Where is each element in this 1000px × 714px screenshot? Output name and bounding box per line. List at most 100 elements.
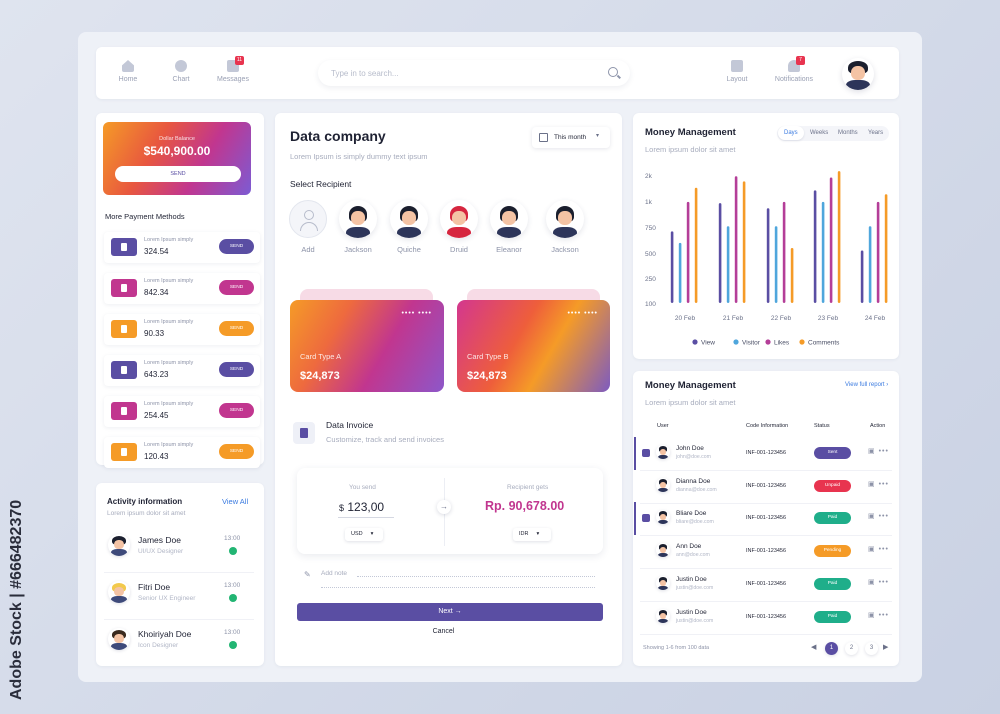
nav-messages[interactable]: 11 Messages	[217, 56, 249, 83]
recipient-option[interactable]: Quiche	[389, 200, 429, 254]
payment-send-button[interactable]: SEND	[219, 280, 254, 295]
page-button-2[interactable]: 2	[845, 642, 858, 655]
legend-item-view[interactable]: View	[692, 339, 715, 347]
print-icon[interactable]: ▣	[868, 579, 876, 586]
payment-amount: 120.43	[144, 452, 169, 461]
tab-days[interactable]: Days	[778, 126, 804, 140]
row-actions[interactable]: ▣ •••	[868, 480, 889, 488]
search-icon[interactable]	[608, 67, 618, 77]
you-send-currency-select[interactable]: USD ▾	[345, 528, 383, 541]
legend-item-visitor[interactable]: Visitor	[733, 339, 761, 347]
activity-view-all-link[interactable]: View All	[222, 497, 249, 506]
bar-comments-2[interactable]	[790, 247, 794, 303]
bar-comments-0[interactable]	[694, 187, 698, 303]
row-checkbox[interactable]	[642, 514, 650, 522]
table-row[interactable]: Justin Doe justin@doe.com INF-001-123456…	[634, 601, 898, 634]
bar-comments-3[interactable]	[837, 171, 841, 303]
more-icon[interactable]: •••	[878, 612, 889, 619]
table-row[interactable]: Justin Doe justin@doe.com INF-001-123456…	[634, 568, 898, 601]
print-icon[interactable]: ▣	[868, 448, 876, 455]
view-full-report-link[interactable]: View full report ›	[845, 382, 889, 388]
tab-months[interactable]: Months	[838, 130, 858, 136]
cancel-button[interactable]: Cancel	[432, 628, 455, 635]
card-type-b[interactable]: •••• •••• Card Type B $24,873	[457, 300, 610, 392]
card-type-a[interactable]: •••• •••• Card Type A $24,873	[290, 300, 444, 392]
add-note-input[interactable]: Add note	[321, 570, 348, 577]
payment-send-button[interactable]: SEND	[219, 403, 254, 418]
you-send-label: You send	[349, 484, 376, 491]
recipient-currency-select[interactable]: IDR ▾	[513, 528, 551, 541]
print-icon[interactable]: ▣	[868, 513, 876, 520]
activity-item[interactable]: James Doe UI/UX Designer 13:00	[104, 530, 254, 570]
status-badge: Pending	[814, 545, 851, 557]
bar-visitor-1[interactable]	[726, 226, 730, 303]
bar-view-1[interactable]	[718, 203, 722, 303]
payment-send-button[interactable]: SEND	[219, 239, 254, 254]
nav-notifications[interactable]: 7 Notifications	[774, 56, 814, 83]
payment-label: Lorem Ipsum simply	[144, 401, 194, 407]
table-row[interactable]: Bliare Doe bliare@doe.com INF-001-123456…	[634, 502, 898, 535]
page-button-3[interactable]: 3	[865, 642, 878, 655]
bar-view-2[interactable]	[766, 208, 770, 303]
recipient-option[interactable]: Jackson	[545, 200, 585, 254]
divider	[104, 572, 254, 573]
period-select[interactable]: This month ▾	[532, 127, 610, 148]
table-row[interactable]: Ann Doe ann@doe.com INF-001-123456 Pendi…	[634, 535, 898, 568]
legend-item-likes[interactable]: Likes	[765, 339, 790, 347]
row-actions[interactable]: ▣ •••	[868, 578, 889, 586]
bar-visitor-2[interactable]	[774, 226, 778, 303]
bar-visitor-0[interactable]	[678, 242, 682, 303]
bar-likes-4[interactable]	[876, 201, 880, 303]
bar-view-0[interactable]	[670, 231, 674, 303]
table-row[interactable]: Dianna Doe dianna@doe.com INF-001-123456…	[634, 470, 898, 503]
balance-label: Dollar Balance	[159, 136, 195, 142]
balance-send-button[interactable]: SEND	[115, 166, 241, 182]
tab-years[interactable]: Years	[868, 130, 884, 136]
recipient-option[interactable]: Add	[288, 200, 328, 254]
bar-comments-4[interactable]	[884, 194, 888, 303]
activity-item[interactable]: Khoiriyah Doe Icon Designer 13:00	[104, 624, 254, 664]
payment-send-button[interactable]: SEND	[219, 444, 254, 459]
next-button[interactable]: Next →	[297, 603, 603, 621]
nav-chart[interactable]: Chart	[161, 60, 201, 83]
search-input[interactable]: Type in to search...	[318, 60, 630, 86]
prev-page-icon[interactable]: ◀	[811, 644, 817, 651]
more-icon[interactable]: •••	[878, 513, 889, 520]
bar-likes-2[interactable]	[782, 201, 786, 303]
bar-likes-3[interactable]	[829, 177, 833, 303]
bar-visitor-3[interactable]	[821, 201, 825, 303]
print-icon[interactable]: ▣	[868, 546, 876, 553]
row-actions[interactable]: ▣ •••	[868, 447, 889, 455]
legend-item-comments[interactable]: Comments	[799, 339, 840, 347]
bar-comments-1[interactable]	[742, 181, 746, 303]
payment-send-button[interactable]: SEND	[219, 321, 254, 336]
more-icon[interactable]: •••	[878, 579, 889, 586]
row-actions[interactable]: ▣ •••	[868, 512, 889, 520]
table-row[interactable]: John Doe john@doe.com INF-001-123456 Sen…	[634, 437, 898, 470]
next-page-icon[interactable]: ▶	[883, 644, 889, 651]
nav-layout[interactable]: Layout	[717, 60, 757, 83]
you-send-amount[interactable]: $ 123,00	[339, 500, 385, 514]
tab-weeks[interactable]: Weeks	[810, 130, 829, 136]
recipient-option[interactable]: Druid	[439, 200, 479, 254]
bar-view-4[interactable]	[860, 250, 864, 303]
bar-view-3[interactable]	[813, 190, 817, 303]
activity-item[interactable]: Fitri Doe Senior UX Engineer 13:00	[104, 577, 254, 617]
bar-likes-1[interactable]	[734, 176, 738, 303]
row-checkbox[interactable]	[642, 449, 650, 457]
payment-send-button[interactable]: SEND	[219, 362, 254, 377]
row-actions[interactable]: ▣ •••	[868, 545, 889, 553]
more-icon[interactable]: •••	[878, 546, 889, 553]
print-icon[interactable]: ▣	[868, 612, 876, 619]
more-icon[interactable]: •••	[878, 481, 889, 488]
recipient-option[interactable]: Eleanor	[489, 200, 529, 254]
user-avatar[interactable]	[842, 58, 874, 90]
row-actions[interactable]: ▣ •••	[868, 611, 889, 619]
bar-likes-0[interactable]	[686, 201, 690, 303]
print-icon[interactable]: ▣	[868, 481, 876, 488]
nav-home[interactable]: Home	[108, 60, 148, 83]
bar-visitor-4[interactable]	[868, 226, 872, 303]
page-button-1[interactable]: 1	[825, 642, 838, 655]
more-icon[interactable]: •••	[878, 448, 889, 455]
recipient-option[interactable]: Jackson	[338, 200, 378, 254]
